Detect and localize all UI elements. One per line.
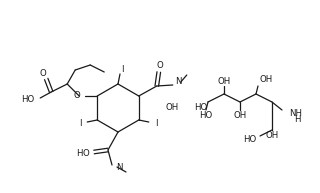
Text: I: I: [79, 119, 81, 128]
Text: N: N: [116, 163, 123, 173]
Text: HO: HO: [21, 96, 34, 104]
Text: H: H: [76, 148, 82, 157]
Text: O: O: [40, 69, 47, 79]
Text: O: O: [156, 62, 163, 70]
Text: OH: OH: [233, 112, 247, 120]
Text: HO: HO: [199, 112, 212, 120]
Text: H: H: [294, 115, 300, 124]
Text: I: I: [121, 65, 123, 74]
Text: N: N: [176, 76, 182, 85]
Text: I: I: [155, 119, 157, 128]
Text: O: O: [74, 91, 80, 101]
Text: OH: OH: [217, 76, 231, 85]
Text: OH: OH: [265, 131, 279, 141]
Text: OH: OH: [260, 75, 273, 85]
Text: OH: OH: [166, 102, 179, 112]
Text: NH: NH: [289, 108, 302, 118]
Text: HO: HO: [194, 102, 207, 112]
Text: HO: HO: [243, 135, 256, 145]
Text: O: O: [83, 148, 89, 157]
